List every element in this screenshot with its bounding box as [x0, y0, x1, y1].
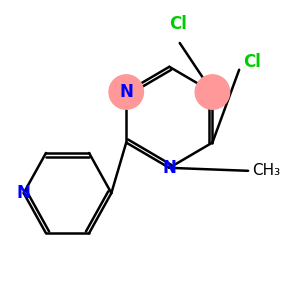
Circle shape: [195, 75, 230, 109]
Text: N: N: [17, 184, 31, 202]
Text: N: N: [119, 83, 133, 101]
Text: Cl: Cl: [244, 53, 262, 71]
Text: CH₃: CH₃: [253, 163, 281, 178]
Circle shape: [109, 75, 143, 109]
Text: N: N: [162, 159, 176, 177]
Text: Cl: Cl: [169, 15, 187, 33]
